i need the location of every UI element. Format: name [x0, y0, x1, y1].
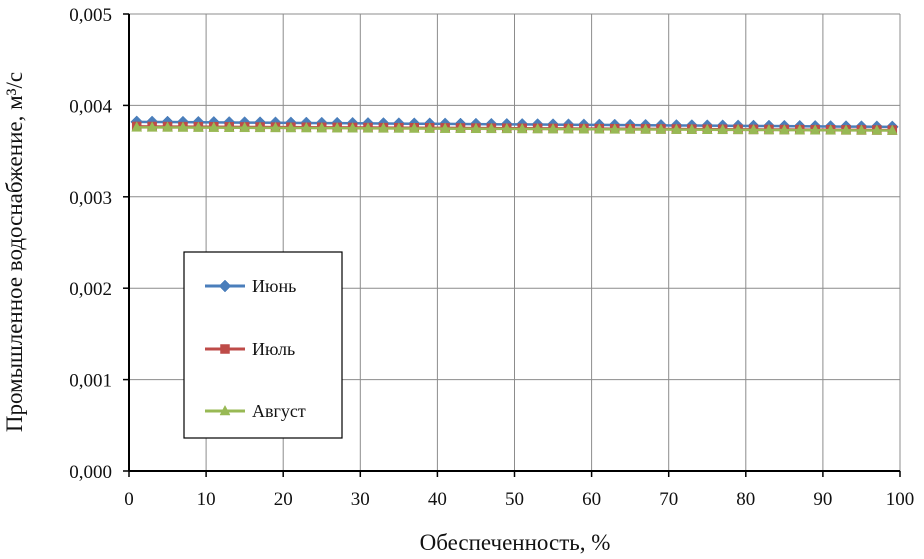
- legend-marker: [219, 404, 231, 416]
- x-tick-label: 70: [659, 489, 678, 510]
- data-point: [162, 121, 173, 132]
- data-point: [732, 123, 744, 135]
- x-tick-label: 80: [736, 489, 755, 510]
- legend-item: Июнь: [205, 276, 296, 296]
- x-tick-label: 0: [124, 489, 134, 510]
- data-point: [516, 122, 528, 134]
- data-point: [578, 123, 590, 134]
- data-point: [609, 123, 621, 134]
- data-point: [655, 123, 667, 134]
- legend-item: Август: [205, 401, 306, 421]
- data-point: [640, 123, 651, 134]
- data-point: [532, 122, 544, 134]
- data-point: [239, 121, 251, 133]
- data-point: [701, 123, 713, 135]
- data-point: [686, 123, 698, 134]
- data-point: [856, 124, 867, 135]
- data-point: [748, 123, 759, 135]
- x-axis-title: Обеспеченность, %: [420, 530, 611, 555]
- data-point: [192, 121, 204, 132]
- data-point: [763, 123, 775, 135]
- legend-label: Август: [252, 401, 306, 421]
- legend-item: Июль: [205, 339, 295, 359]
- data-point: [378, 122, 389, 133]
- x-tick-label: 30: [351, 489, 370, 510]
- data-point: [285, 121, 297, 133]
- y-tick-label: 0,005: [69, 5, 112, 26]
- data-point: [563, 123, 574, 134]
- legend-marker: [220, 344, 230, 354]
- axes: [123, 13, 901, 477]
- data-point: [485, 122, 497, 134]
- y-tick-label: 0,004: [69, 96, 112, 117]
- data-point: [331, 122, 343, 133]
- data-point: [455, 122, 466, 133]
- series-line: [136, 126, 893, 132]
- data-point: [593, 123, 605, 134]
- series-group: [130, 115, 899, 135]
- data-point: [886, 124, 898, 135]
- y-tick-label: 0,003: [69, 188, 112, 209]
- data-point: [778, 124, 790, 135]
- x-tick-label: 90: [813, 489, 832, 510]
- data-point: [840, 124, 852, 135]
- data-point: [439, 122, 451, 133]
- data-point: [408, 122, 420, 133]
- data-point: [254, 121, 266, 133]
- y-tick-label: 0,000: [69, 462, 112, 483]
- data-point: [470, 122, 482, 134]
- data-point: [809, 124, 821, 135]
- data-point: [717, 123, 729, 135]
- data-point: [871, 124, 883, 135]
- y-tick-label: 0,002: [69, 279, 112, 300]
- y-tick-label: 0,001: [69, 371, 112, 392]
- legend-label: Июнь: [252, 276, 296, 296]
- data-point: [131, 121, 143, 132]
- legend: Июнь Июль Август: [183, 251, 343, 439]
- data-point: [347, 122, 359, 133]
- x-tick-labels: 0 10 20 30 40 50 60 70 80 90 100: [124, 489, 914, 510]
- series-3: [131, 121, 898, 135]
- data-point: [270, 121, 281, 133]
- data-point: [300, 122, 312, 133]
- legend-marker: [218, 279, 232, 293]
- data-point: [501, 122, 513, 134]
- x-tick-label: 40: [428, 489, 447, 510]
- x-tick-label: 50: [505, 489, 524, 510]
- x-tick-label: 100: [886, 489, 915, 510]
- x-tick-label: 20: [274, 489, 293, 510]
- data-point: [316, 122, 328, 133]
- data-point: [794, 124, 806, 135]
- data-point: [825, 124, 837, 135]
- data-point: [624, 123, 636, 134]
- x-tick-label: 10: [197, 489, 216, 510]
- legend-label: Июль: [252, 339, 295, 359]
- data-point: [424, 122, 436, 133]
- data-point: [177, 121, 189, 132]
- data-point: [223, 121, 235, 132]
- y-axis-title: Промышленное водоснабжение, м³/с: [2, 72, 27, 432]
- data-point: [547, 123, 559, 134]
- x-tick-label: 60: [582, 489, 601, 510]
- legend-box: [183, 251, 343, 439]
- data-point: [670, 123, 682, 134]
- y-tick-labels: 0,000 0,001 0,002 0,003 0,004 0,005: [69, 5, 112, 483]
- data-point: [393, 122, 405, 133]
- data-point: [362, 122, 374, 133]
- data-point: [146, 121, 158, 132]
- data-point: [208, 121, 220, 132]
